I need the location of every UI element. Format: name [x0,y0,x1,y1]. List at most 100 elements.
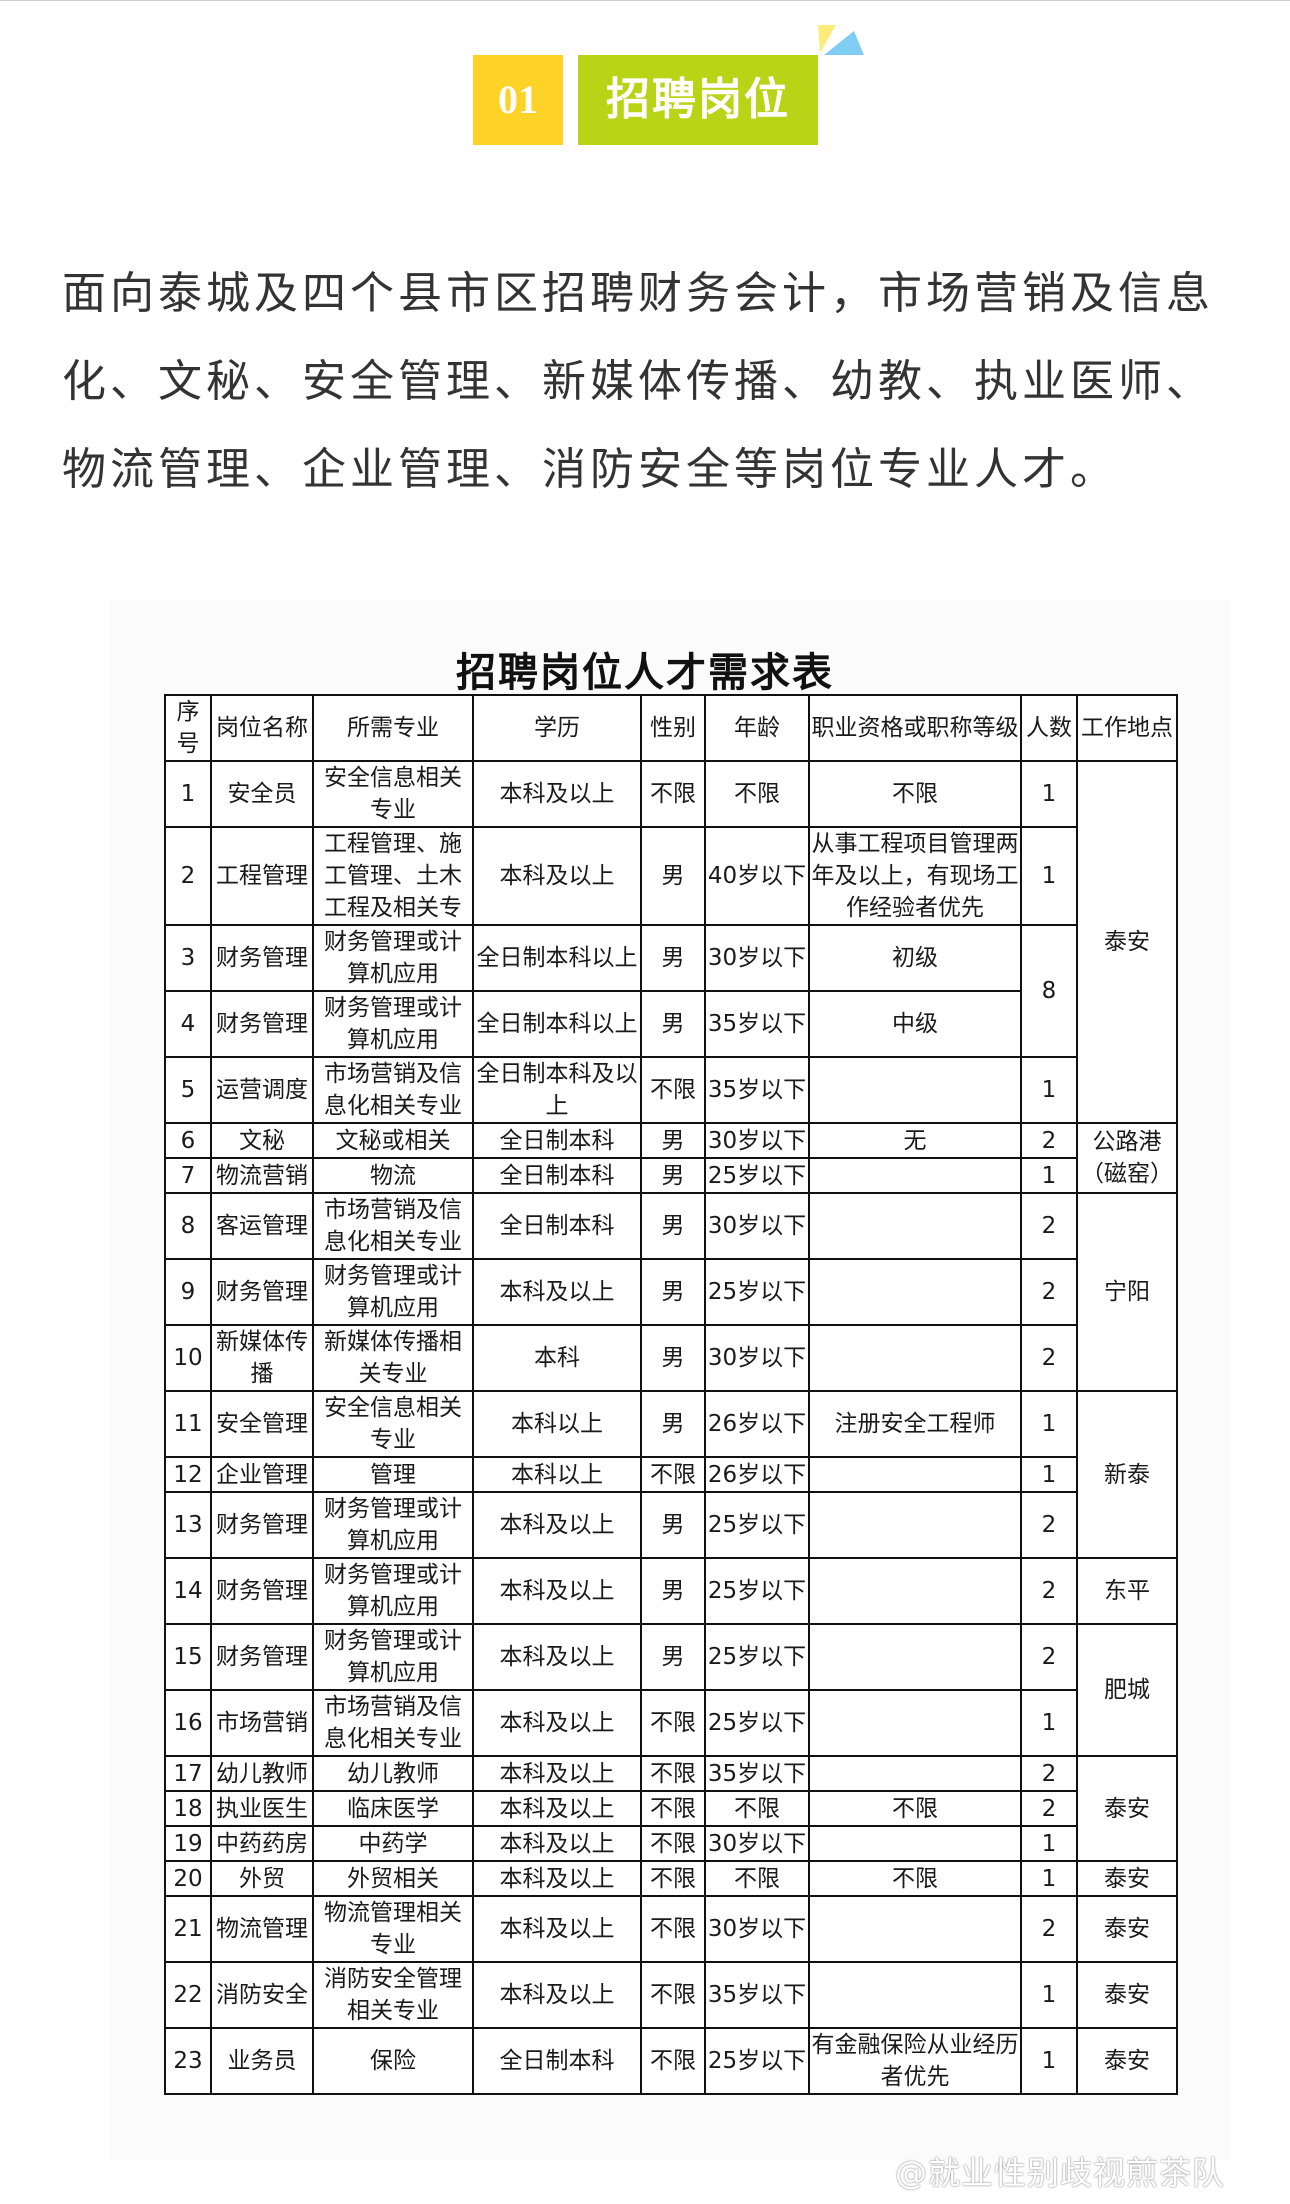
header-gender: 性别 [640,694,706,762]
decorative-triangles-icon [818,25,864,55]
cell-location: 泰安 [1076,1961,1178,2029]
cell-education: 本科及以上 [472,1623,642,1691]
cell-qualification: 不限 [808,760,1022,828]
cell-age: 26岁以下 [704,1390,810,1458]
cell-serial-no: 9 [164,1258,212,1326]
cell-qualification [808,1056,1022,1124]
table-row: 17 幼儿教师 幼儿教师 本科及以上 不限 35岁以下 2 泰安 [164,1755,1178,1862]
cell-position-name: 财务管理 [210,1623,314,1691]
cell-age: 25岁以下 [704,1557,810,1625]
cell-gender: 男 [640,1491,706,1559]
cell-education: 本科及以上 [472,1860,642,1897]
cell-age: 35岁以下 [704,1755,810,1792]
cell-location: 公路港（磁窑） [1076,1122,1178,1194]
section-number-badge: 01 [473,55,563,145]
cell-serial-no: 17 [164,1755,212,1792]
cell-serial-no: 6 [164,1122,212,1159]
cell-serial-no: 13 [164,1491,212,1559]
cell-major: 财务管理或计算机应用 [312,924,474,992]
cell-position-name: 财务管理 [210,924,314,992]
table-title: 招聘岗位人才需求表 [456,649,834,696]
cell-age: 不限 [704,1860,810,1897]
table-row: 6 文秘 文秘或相关 全日制本科男 30岁以下无 2 公路港（磁窑） [164,1122,1178,1194]
cell-position-name: 业务员 [210,2027,314,2095]
cell-position-name: 财务管理 [210,990,314,1058]
header-position-name: 岗位名称 [210,694,314,762]
table-row: 11 安全管理 安全信息相关专业 本科以上男 26岁以下 注册安全工程师 1 新泰 [164,1390,1178,1559]
cell-position-name: 幼儿教师 [210,1755,314,1792]
cell-position-name: 物流管理 [210,1895,314,1963]
cell-major: 安全信息相关专业 [312,760,474,828]
cell-age: 35岁以下 [704,1961,810,2029]
cell-education: 全日制本科 [472,1122,642,1159]
cell-major: 安全信息相关专业 [312,1390,474,1458]
cell-headcount: 1 [1020,826,1078,926]
table-row: 12 企业管理 管理 本科以上 不限 26岁以下 1 [164,1456,1177,1493]
cell-position-name: 新媒体传播 [210,1324,314,1392]
table-row: 9 财务管理 财务管理或计算机应用 本科及以上男 25岁以下 2 [164,1258,1177,1326]
cell-age: 不限 [704,1790,810,1827]
cell-qualification [808,1557,1022,1625]
cell-qualification [808,1192,1022,1260]
cell-age: 30岁以下 [704,1895,810,1963]
cell-position-name: 物流营销 [210,1157,314,1194]
cell-qualification: 无 [808,1122,1022,1159]
cell-position-name: 财务管理 [210,1491,314,1559]
cell-headcount: 1 [1020,1860,1078,1897]
cell-education: 全日制本科 [472,2027,642,2095]
cell-position-name: 安全员 [210,760,314,828]
cell-age: 30岁以下 [704,924,810,992]
cell-education: 本科及以上 [472,1689,642,1757]
header-education: 学历 [472,694,642,762]
cell-qualification: 不限 [808,1790,1022,1827]
cell-major: 市场营销及信息化相关专业 [312,1192,474,1260]
cell-gender: 不限 [640,760,706,828]
table-row: 16 市场营销 市场营销及信息化相关专业 本科及以上 不限 25岁以下 1 [164,1689,1177,1757]
cell-major: 工程管理、施工管理、土木工程及相关专 [312,826,474,926]
intro-paragraph: 面向泰城及四个县市区招聘财务会计，市场营销及信息化、文秘、安全管理、新媒体传播、… [62,268,1214,495]
table-row: 18 执业医生 临床医学 本科及以上 不限 不限 不限 2 [164,1790,1177,1827]
cell-education: 本科及以上 [472,826,642,926]
weibo-watermark: @就业性别歧视煎茶队 [895,2154,1226,2192]
table-row: 8 客运管理 市场营销及信息化相关专业 全日制本科男 30岁以下 2 宁阳 [164,1192,1178,1392]
cell-gender: 男 [640,1324,706,1392]
cell-location: 泰安 [1076,2027,1178,2095]
cell-headcount: 1 [1020,1456,1078,1493]
cell-age: 25岁以下 [704,1491,810,1559]
cell-gender: 男 [640,1557,706,1625]
header-location: 工作地点 [1076,694,1178,762]
table-row: 5 运营调度 市场营销及信息化相关专业 全日制本科及以上 不限 35岁以下 1 [164,1056,1177,1124]
cell-location: 泰安 [1076,1895,1178,1963]
cell-gender: 男 [640,990,706,1058]
cell-qualification [808,1825,1022,1862]
table-row: 1 安全员 安全信息相关专业 本科及以上 不限 不限 不限 1 泰安 [164,760,1178,1124]
table-row: 22 消防安全 消防安全管理相关专业 本科及以上 不限 35岁以下 1 泰安 [164,1961,1178,2029]
cell-qualification: 从事工程项目管理两年及以上，有现场工作经验者优先 [808,826,1022,926]
cell-position-name: 财务管理 [210,1557,314,1625]
cell-qualification [808,1895,1022,1963]
cell-gender: 不限 [640,1825,706,1862]
cell-education: 本科及以上 [472,1755,642,1792]
section-title-badge: 招聘岗位 [578,55,818,145]
cell-serial-no: 14 [164,1557,212,1625]
cell-qualification [808,1961,1022,2029]
cell-headcount: 1 [1020,2027,1078,2095]
cell-gender: 不限 [640,1456,706,1493]
cell-qualification [808,1755,1022,1792]
cell-education: 本科 [472,1324,642,1392]
cell-headcount: 2 [1020,1755,1078,1792]
cell-major: 保险 [312,2027,474,2095]
cell-position-name: 外贸 [210,1860,314,1897]
cell-age: 30岁以下 [704,1324,810,1392]
cell-headcount: 2 [1020,1557,1078,1625]
cell-gender: 不限 [640,1790,706,1827]
cell-serial-no: 18 [164,1790,212,1827]
cell-age: 26岁以下 [704,1456,810,1493]
cell-gender: 不限 [640,1755,706,1792]
cell-headcount: 2 [1020,1324,1078,1392]
cell-qualification [808,1324,1022,1392]
cell-position-name: 执业医生 [210,1790,314,1827]
cell-education: 全日制本科及以上 [472,1056,642,1124]
cell-education: 本科以上 [472,1390,642,1458]
cell-position-name: 企业管理 [210,1456,314,1493]
